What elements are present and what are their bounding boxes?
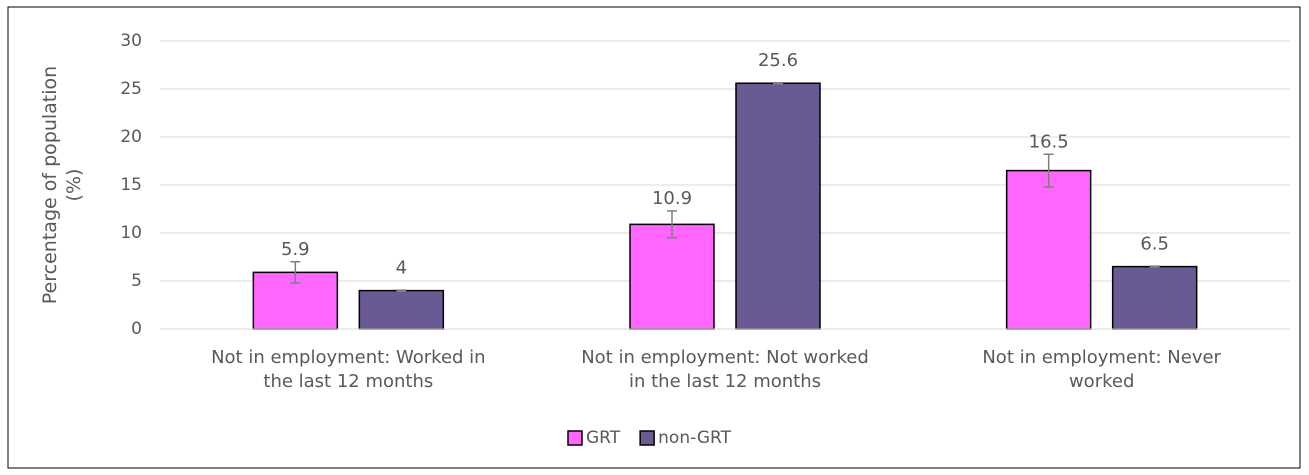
x-tick-label: Not in employment: Not worked in the last… — [581, 347, 869, 392]
bar — [1005, 169, 1092, 330]
error-bar — [667, 210, 677, 239]
error-bar — [1149, 265, 1160, 268]
x-tick-label: Not in employment: Worked in the last 12 … — [211, 347, 486, 392]
data-label: 16.5 — [1029, 131, 1069, 152]
y-tick-label: 15 — [120, 175, 142, 195]
bar — [735, 82, 821, 330]
bar — [358, 289, 445, 330]
bar — [1111, 265, 1198, 330]
data-label: 10.9 — [652, 188, 692, 209]
y-axis-label: Percentage of population (%) — [39, 66, 85, 304]
data-label: 5.9 — [281, 239, 310, 260]
y-tick-label: 0 — [131, 319, 142, 339]
legend-swatch — [639, 430, 655, 446]
y-tick-label: 10 — [120, 223, 142, 243]
error-bar — [1043, 153, 1054, 188]
data-label: 4 — [396, 258, 407, 279]
x-tick-label: Not in employment: Never worked — [982, 347, 1221, 392]
y-tick-label: 30 — [120, 31, 142, 51]
y-tick-label: 5 — [131, 271, 142, 291]
data-label: 25.6 — [758, 50, 798, 71]
error-bar — [396, 289, 407, 292]
y-tick-label: 25 — [120, 79, 142, 99]
legend-swatch — [567, 430, 583, 446]
error-bar — [773, 82, 783, 85]
legend-label: GRT — [586, 428, 621, 448]
error-bar — [290, 261, 301, 284]
bar — [629, 223, 715, 330]
data-label: 6.5 — [1140, 234, 1169, 255]
y-tick-label: 20 — [120, 127, 142, 147]
legend-label: non-GRT — [658, 428, 731, 448]
